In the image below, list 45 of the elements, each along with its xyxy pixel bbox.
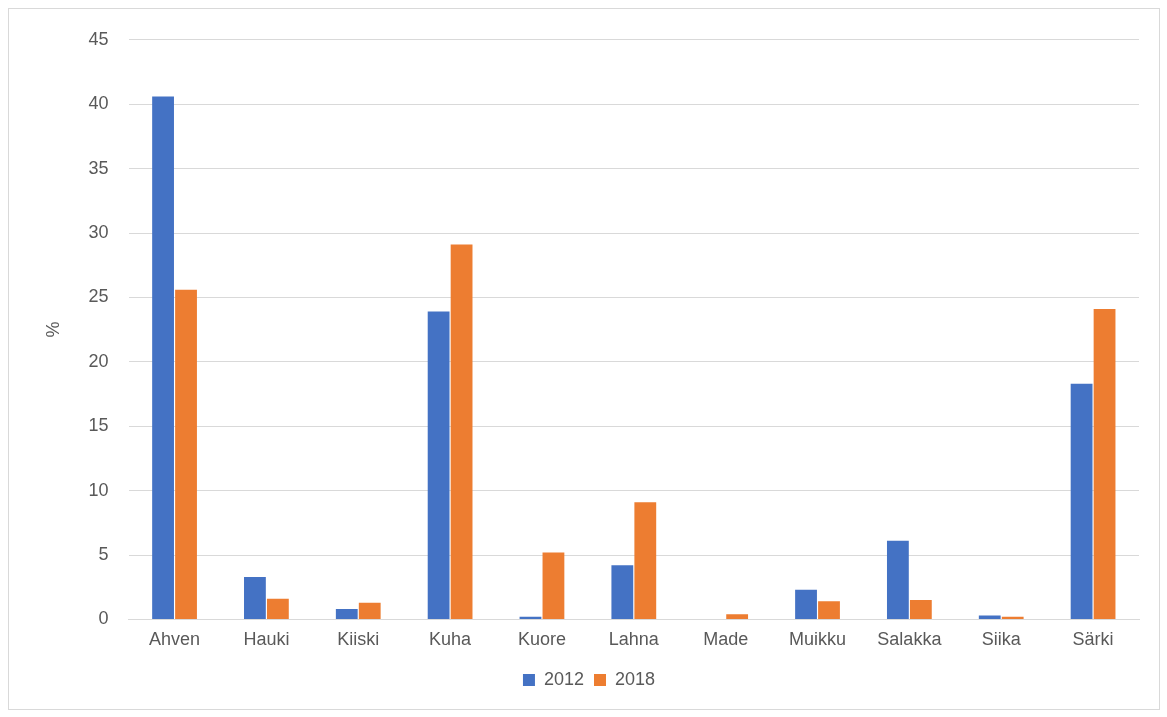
y-tick-label: 15 xyxy=(88,415,109,436)
y-tick-label: 5 xyxy=(98,543,109,564)
legend-label: 2018 xyxy=(615,668,656,689)
x-tick-label: Made xyxy=(703,629,749,650)
x-tick-label: Siika xyxy=(981,629,1022,650)
bar xyxy=(726,614,749,619)
bar xyxy=(450,244,473,619)
bar xyxy=(1093,308,1116,619)
bar xyxy=(542,552,565,619)
y-axis-title: % xyxy=(42,321,63,338)
bar xyxy=(519,616,542,619)
bar xyxy=(1001,616,1024,619)
bar xyxy=(335,609,358,619)
bar xyxy=(611,565,634,619)
bar xyxy=(795,589,817,619)
bar xyxy=(175,289,197,619)
bar xyxy=(634,502,657,619)
bar xyxy=(978,615,1001,619)
legend-label: 2012 xyxy=(543,668,584,689)
x-tick-label: Särki xyxy=(1072,629,1114,650)
x-tick-label: Hauki xyxy=(243,629,290,650)
x-tick-label: Kuore xyxy=(517,629,566,650)
bar xyxy=(1070,383,1093,619)
bar xyxy=(152,96,174,619)
x-tick-label: Kiiski xyxy=(337,629,380,650)
y-tick-label: 10 xyxy=(88,479,109,500)
bar xyxy=(244,576,266,619)
y-tick-label: 45 xyxy=(88,28,109,49)
y-tick-label: 25 xyxy=(88,286,109,307)
y-tick-label: 30 xyxy=(88,221,109,242)
bar xyxy=(886,540,909,619)
y-tick-label: 40 xyxy=(88,93,109,114)
y-tick-label: 20 xyxy=(88,350,109,371)
bar xyxy=(427,311,450,619)
bar xyxy=(358,602,381,619)
x-tick-label: Salakka xyxy=(877,629,943,650)
y-tick-label: 0 xyxy=(98,608,109,629)
x-tick-label: Lahna xyxy=(608,629,660,650)
y-tick-label: 35 xyxy=(88,157,109,178)
x-tick-label: Muikku xyxy=(789,629,847,650)
bar xyxy=(818,601,840,619)
x-tick-label: Kuha xyxy=(429,629,473,650)
bar xyxy=(266,598,289,619)
x-tick-label: Ahven xyxy=(149,629,201,650)
bar xyxy=(909,600,932,619)
